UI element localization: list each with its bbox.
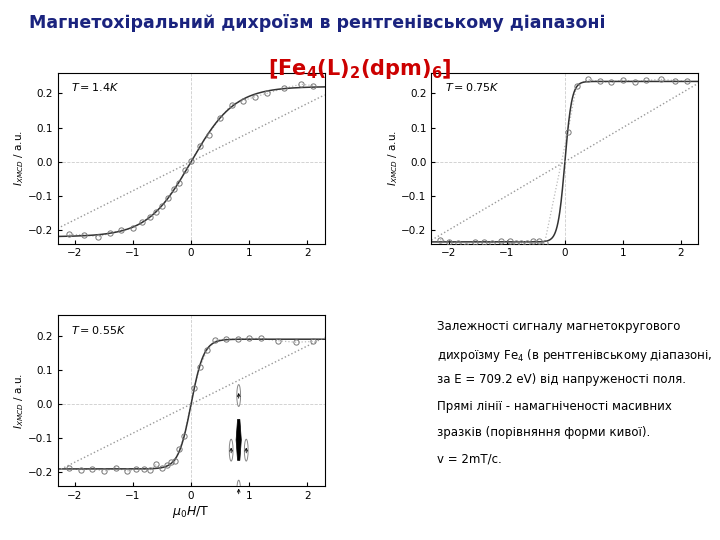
Text: Магнетохіральний дихроїзм в рентгенівському діапазоні: Магнетохіральний дихроїзм в рентгенівськ… xyxy=(29,14,606,31)
Circle shape xyxy=(229,439,233,461)
Text: Залежності сигналу магнетокругового: Залежності сигналу магнетокругового xyxy=(437,320,680,333)
Text: $\mathbf{[Fe_4(L)_2(dpm)_6]}$: $\mathbf{[Fe_4(L)_2(dpm)_6]}$ xyxy=(268,57,452,80)
Y-axis label: $I_{XMCD}$ / a.u.: $I_{XMCD}$ / a.u. xyxy=(12,130,26,186)
Text: зразків (порівняння форми кивої).: зразків (порівняння форми кивої). xyxy=(437,426,650,439)
Y-axis label: $I_{XMCD}$ / a.u.: $I_{XMCD}$ / a.u. xyxy=(12,373,26,429)
Text: $T = 1.4 K$: $T = 1.4 K$ xyxy=(71,82,119,93)
PathPatch shape xyxy=(236,420,241,461)
Text: $T = 0.55 K$: $T = 0.55 K$ xyxy=(71,324,126,336)
Text: Прямі лінії - намагніченості масивних: Прямі лінії - намагніченості масивних xyxy=(437,400,672,413)
Text: $T = 0.75 K$: $T = 0.75 K$ xyxy=(445,82,499,93)
X-axis label: $\mu_0 H$/T: $\mu_0 H$/T xyxy=(172,504,210,519)
Circle shape xyxy=(237,384,240,407)
Text: за E = 709.2 eV) від напруженості поля.: за E = 709.2 eV) від напруженості поля. xyxy=(437,373,685,386)
Circle shape xyxy=(244,439,248,461)
Circle shape xyxy=(237,480,240,502)
Text: v = 2mT/c.: v = 2mT/c. xyxy=(437,453,502,465)
Y-axis label: $I_{XMCD}$ / a.u.: $I_{XMCD}$ / a.u. xyxy=(386,130,400,186)
Text: дихроїзму Fe$_4$ (в рентгенівському діапазоні,: дихроїзму Fe$_4$ (в рентгенівському діап… xyxy=(437,347,712,364)
